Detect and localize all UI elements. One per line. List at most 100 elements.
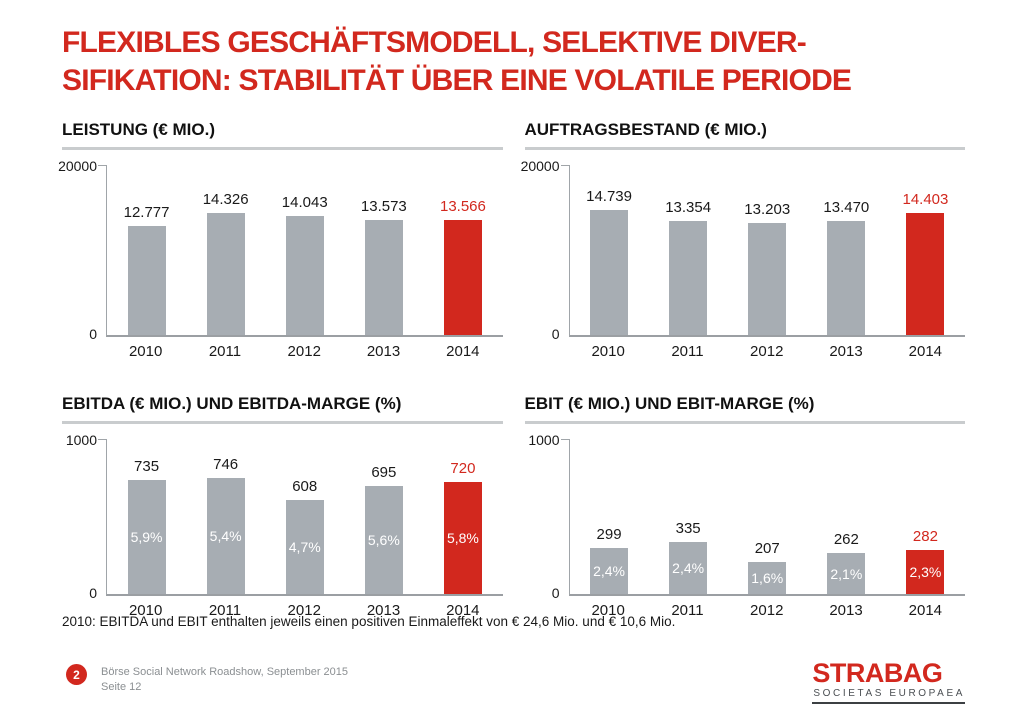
bar-2014: 282 2,3% <box>906 528 945 594</box>
bar-2011: 746 5,4% <box>206 456 245 594</box>
bar-slot: 14.043 <box>265 194 344 335</box>
charts-grid: LEISTUNG (€ MIO.) 20000 0 12.777 14.326 14.0… <box>58 120 966 619</box>
x-axis-category-label: 2011 <box>208 343 242 360</box>
plot-area: 299 2,4% 335 2,4% 207 1,6% 262 2,1% 282 2,3% <box>560 439 966 596</box>
y-axis-max-label: 20000 <box>58 157 97 174</box>
bar-value-label: 735 <box>134 458 160 475</box>
footnote: 2010: EBITDA und EBIT enthalten jeweils … <box>62 614 676 629</box>
bar-value-label: 13.573 <box>360 198 407 215</box>
bar-2013: 13.470 <box>823 199 869 335</box>
bar-2010: 735 5,9% <box>127 458 166 594</box>
x-axis-labels: 2010 2011 2012 2013 2014 <box>106 596 503 619</box>
x-axis-category-label: 2010 <box>128 343 163 360</box>
y-axis-max-label: 1000 <box>528 431 560 448</box>
strabag-logo-wordmark: STRABAG <box>812 658 943 688</box>
x-axis-category-label: 2014 <box>908 343 943 360</box>
footer-text: Börse Social Network Roadshow, September… <box>101 665 348 695</box>
chart-title-ebitda: EBITDA (€ MIO.) UND EBITDA-MARGE (%) <box>62 394 503 424</box>
bars: 735 5,9% 746 5,4% 608 4,7% 695 5,6% 720 5,8% <box>107 439 503 594</box>
x-axis-category-label: 2012 <box>750 602 784 619</box>
footer-source-line: Börse Social Network Roadshow, September… <box>101 666 349 678</box>
bar-margin-label: 4,7% <box>288 539 321 555</box>
slide-title-line2: SIFIKATION: STABILITÄT ÜBER EINE VOLATIL… <box>62 64 852 97</box>
y-axis-zero-label: 0 <box>551 585 560 602</box>
bar-slot: 207 1,6% <box>728 540 807 594</box>
x-axis-labels: 2010 2011 2012 2013 2014 <box>569 337 966 360</box>
bar-2013: 695 5,6% <box>364 464 403 594</box>
bar-value-label: 14.326 <box>202 191 249 208</box>
x-axis-category-label: 2013 <box>829 343 863 360</box>
bar-slot: 12.777 <box>107 204 186 335</box>
x-axis-category-label: 2011 <box>208 602 242 619</box>
bar-value-label: 14.043 <box>281 194 328 211</box>
footer-page-line: Seite 12 <box>101 681 142 693</box>
bar-slot: 608 4,7% <box>265 478 344 594</box>
bar-2010: 14.739 <box>586 188 632 335</box>
x-axis-category-label: 2011 <box>671 343 704 360</box>
bar-slot: 335 2,4% <box>649 520 728 594</box>
bar-value-label: 14.403 <box>902 191 949 208</box>
chart-ebit: EBIT (€ MIO.) UND EBIT-MARGE (%) 1000 0 29… <box>524 394 966 619</box>
bar-2014: 14.403 <box>902 191 948 335</box>
page-number-badge: 2 <box>66 664 87 685</box>
x-axis-category-label: 2010 <box>591 602 625 619</box>
bar-2013: 13.573 <box>361 198 407 335</box>
y-axis-gutter: 1000 0 <box>525 432 569 601</box>
x-axis-category-label: 2012 <box>287 343 321 360</box>
bar-value-label: 720 <box>450 460 476 477</box>
x-axis-category-label: 2010 <box>128 602 163 619</box>
bar-2011: 13.354 <box>665 199 711 335</box>
plot-area: 14.739 13.354 13.203 13.470 14.403 <box>560 165 965 337</box>
chart-leistung: LEISTUNG (€ MIO.) 20000 0 12.777 14.326 14.0… <box>58 120 503 360</box>
bar-margin-label: 5,6% <box>367 532 400 548</box>
strabag-logo: STRABAG SOCIETAS EUROPAEA <box>812 660 965 704</box>
y-axis-gutter: 20000 0 <box>521 158 569 342</box>
bar-2010: 12.777 <box>124 204 169 335</box>
y-axis-gutter: 20000 0 <box>58 158 106 342</box>
bar-slot: 13.470 <box>807 199 886 335</box>
bar-margin-label: 1,6% <box>751 570 784 586</box>
bar-value-label: 13.354 <box>665 199 712 216</box>
bar-slot: 14.326 <box>186 191 265 335</box>
bar-value-label: 13.203 <box>744 201 791 218</box>
x-axis-category-label: 2014 <box>446 602 480 619</box>
slide-title-line1: FLEXIBLES GESCHÄFTSMODELL, SELEKTIVE DIV… <box>62 26 807 59</box>
x-axis-category-label: 2013 <box>829 602 863 619</box>
slide-title: FLEXIBLES GESCHÄFTSMODELL, SELEKTIVE DIV… <box>62 24 992 100</box>
bar-value-label: 262 <box>833 531 859 548</box>
bar-2012: 207 1,6% <box>748 540 787 594</box>
y-axis-max-label: 1000 <box>65 431 97 448</box>
x-axis-category-label: 2012 <box>750 343 784 360</box>
chart-title-auftragsbestand: AUFTRAGSBESTAND (€ MIO.) <box>524 120 965 150</box>
bar-margin-label: 5,8% <box>446 530 479 546</box>
x-axis-category-label: 2013 <box>366 343 401 360</box>
bar-value-label: 207 <box>754 540 780 557</box>
bar-2011: 335 2,4% <box>669 520 708 594</box>
bar-slot: 13.203 <box>728 201 807 335</box>
bar-margin-label: 2,3% <box>909 564 942 580</box>
bar-2012: 14.043 <box>282 194 328 335</box>
bar-slot: 299 2,4% <box>570 526 649 594</box>
chart-body: 1000 0 735 5,9% 746 5,4% 608 4,7% 695 5,6% 720 5,8%… <box>62 432 503 619</box>
bar-slot: 735 5,9% <box>107 458 186 594</box>
x-axis-category-label: 2012 <box>287 602 321 619</box>
bar-value-label: 746 <box>213 456 239 473</box>
bar-slot: 14.739 <box>570 188 649 335</box>
bars: 12.777 14.326 14.043 13.573 13.566 <box>107 165 503 335</box>
bar-value-label: 282 <box>912 528 938 545</box>
bar-value-label: 695 <box>371 464 397 481</box>
plot: 1000 0 299 2,4% 335 2,4% 207 1,6% 262 2,1% 282 2,3% <box>525 432 966 601</box>
y-axis-max-label: 20000 <box>520 157 560 174</box>
bars: 299 2,4% 335 2,4% 207 1,6% 262 2,1% 282 2,3% <box>570 439 966 594</box>
y-axis-zero-label: 0 <box>89 585 97 602</box>
strabag-logo-subtitle: SOCIETAS EUROPAEA <box>812 686 965 704</box>
bar-2012: 13.203 <box>744 201 790 335</box>
bar-margin-label: 5,9% <box>130 529 163 545</box>
plot: 1000 0 735 5,9% 746 5,4% 608 4,7% 695 5,6% 720 5,8% <box>62 432 503 601</box>
x-axis-labels: 2010 2011 2012 2013 2014 <box>569 596 966 619</box>
bar-margin-label: 2,4% <box>672 560 705 576</box>
plot-area: 12.777 14.326 14.043 13.573 13.566 <box>98 165 503 337</box>
chart-title-leistung: LEISTUNG (€ MIO.) <box>62 120 503 150</box>
x-axis-category-label: 2010 <box>591 343 625 360</box>
